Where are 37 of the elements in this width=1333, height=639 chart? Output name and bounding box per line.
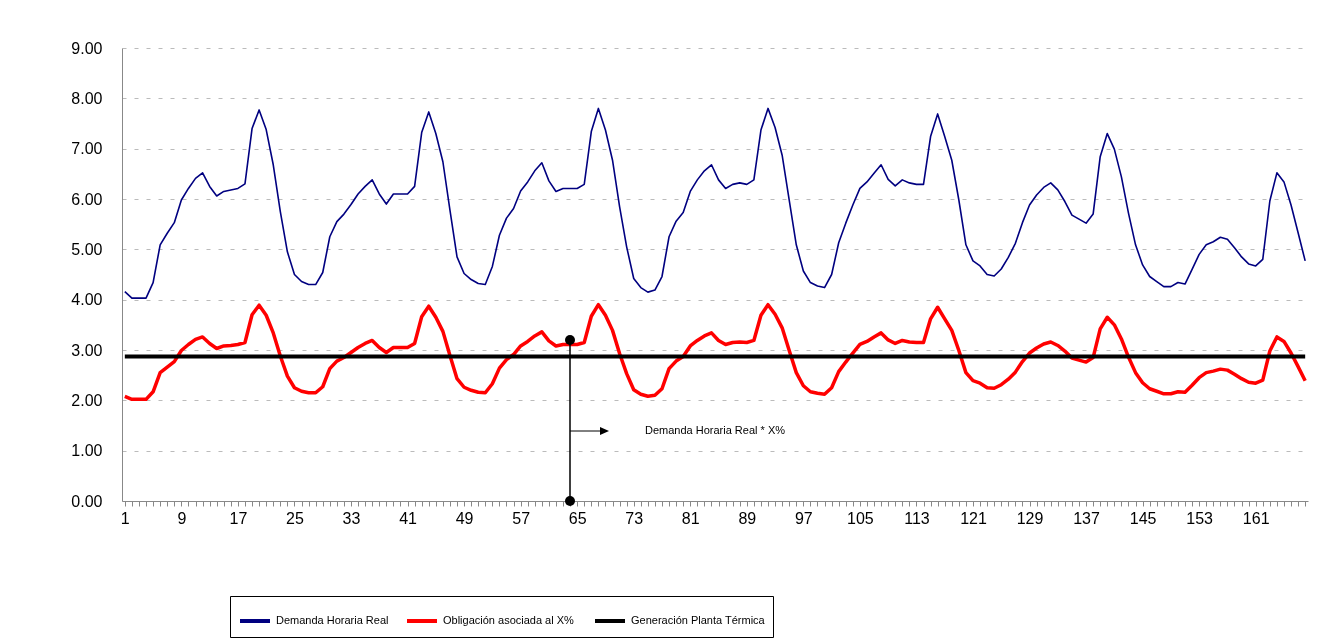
x-tick-label: 121 — [960, 509, 987, 527]
line-series — [123, 302, 1307, 402]
legend-label: Obligación asociada al X% — [443, 614, 575, 626]
x-tick-label: 25 — [286, 509, 304, 527]
y-tick-label: 2.00 — [71, 391, 103, 409]
x-tick-label: 97 — [794, 509, 813, 527]
x-tick-label: 9 — [177, 509, 187, 527]
y-tick-label: 7.00 — [71, 140, 103, 158]
x-tick-label: 41 — [399, 509, 418, 527]
annotation: Demanda Horaria Real * X% — [645, 424, 786, 436]
y-tick-label: 9.00 — [71, 39, 103, 57]
x-tick-label: 137 — [1073, 509, 1101, 527]
x-tick-label: 33 — [342, 509, 361, 527]
y-tick-label: 5.00 — [71, 240, 103, 258]
x-tick-label: 1 — [120, 509, 130, 527]
legend-label: Generación Planta Térmica — [631, 614, 766, 626]
y-tick-label: 8.00 — [71, 89, 103, 107]
x-tick-label: 129 — [1016, 509, 1044, 527]
x-tick-label: 161 — [1242, 509, 1270, 527]
x-tick-label: 57 — [512, 509, 531, 527]
y-tick-label: 1.00 — [71, 442, 103, 460]
x-tick-label: 145 — [1129, 509, 1157, 527]
y-tick-label: 4.00 — [71, 291, 103, 309]
y-tick-label: 0.00 — [71, 492, 103, 510]
legend-label: Demanda Horaria Real — [276, 614, 389, 626]
x-tick-label: 113 — [904, 509, 930, 527]
x-tick-label: 49 — [455, 509, 474, 527]
line-series — [124, 107, 1306, 299]
x-tick-label: 81 — [681, 509, 700, 527]
x-tick-label: 89 — [738, 509, 757, 527]
x-tick-label: 65 — [568, 509, 587, 527]
x-tick-label: 105 — [847, 509, 874, 527]
x-tick-label: 153 — [1186, 509, 1214, 527]
y-tick-label: 3.00 — [71, 341, 103, 359]
x-tick-label: 17 — [229, 509, 248, 527]
y-tick-label: 6.00 — [71, 190, 103, 208]
x-tick-label: 73 — [625, 509, 644, 527]
